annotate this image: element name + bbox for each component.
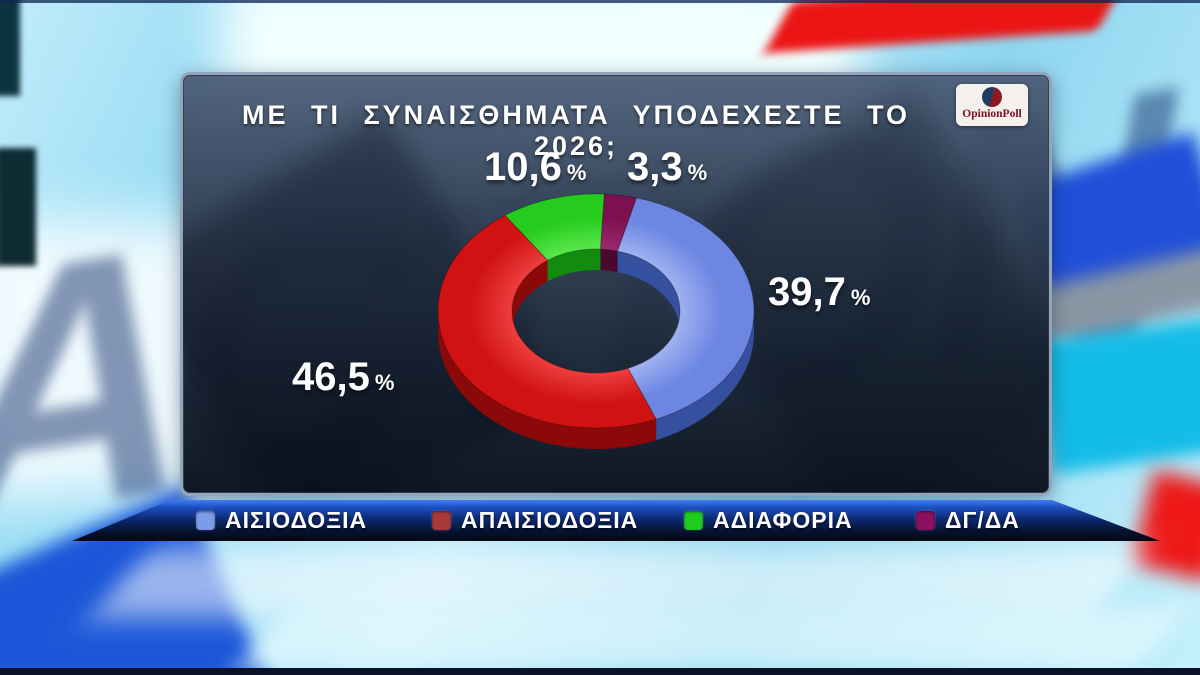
legend-swatch-purple <box>916 511 935 530</box>
value-number: 10,6 <box>484 145 562 189</box>
legend-label: ΑΠΑΙΣΙΟΔΟΞΙΑ <box>461 507 639 533</box>
value-label-optimism: 39,7% <box>768 272 870 312</box>
legend-swatch-red <box>432 511 451 530</box>
background-bottom-strip <box>0 668 1200 675</box>
opinionpoll-circle-icon <box>982 87 1002 107</box>
value-number: 46,5 <box>292 355 370 399</box>
percent-sign: % <box>374 370 395 395</box>
background-top-line <box>0 0 1200 3</box>
value-label-dkda: 3,3% <box>627 147 707 187</box>
legend-swatch-green <box>684 511 703 530</box>
background-light-beam <box>232 610 1188 670</box>
percent-sign: % <box>850 285 871 310</box>
poll-question-title: ΜΕ ΤΙ ΣΥΝΑΙΣΘΗΜΑΤΑ ΥΠΟΔΕΧΕΣΤΕ ΤΟ 2026; <box>241 100 911 161</box>
legend-label: ΔΓ/ΔΑ <box>945 507 1020 533</box>
legend-label: ΑΔΙΑΦΟΡΙΑ <box>713 507 853 533</box>
legend-label: ΑΙΣΙΟΔΟΞΙΑ <box>225 507 368 533</box>
legend-item-pessimism: ΑΠΑΙΣΙΟΔΟΞΙΑ <box>432 500 638 541</box>
legend-item-indifference: ΑΔΙΑΦΟΡΙΑ <box>684 500 853 541</box>
percent-sign: % <box>566 160 587 185</box>
opinionpoll-logo-text: OpinionPoll <box>962 108 1022 120</box>
legend-item-dkda: ΔΓ/ΔΑ <box>916 500 1020 541</box>
value-number: 3,3 <box>627 145 683 189</box>
background-light-beam <box>90 548 1150 618</box>
background-dark-shape <box>0 0 20 96</box>
percent-sign: % <box>687 160 708 185</box>
background-dark-shape <box>0 148 36 266</box>
value-number: 39,7 <box>768 270 846 314</box>
opinionpoll-logo: OpinionPoll <box>956 84 1028 126</box>
legend-swatch-blue <box>196 511 215 530</box>
legend-bar: ΑΙΣΙΟΔΟΞΙΑ ΑΠΑΙΣΙΟΔΟΞΙΑ ΑΔΙΑΦΟΡΙΑ ΔΓ/ΔΑ <box>72 500 1161 541</box>
background-cyan-block <box>1035 318 1200 474</box>
value-label-indifference: 10,6% <box>484 147 586 187</box>
legend-item-optimism: ΑΙΣΙΟΔΟΞΙΑ <box>196 500 367 541</box>
background-red-shape <box>1131 469 1200 583</box>
value-label-pessimism: 46,5% <box>292 357 394 397</box>
